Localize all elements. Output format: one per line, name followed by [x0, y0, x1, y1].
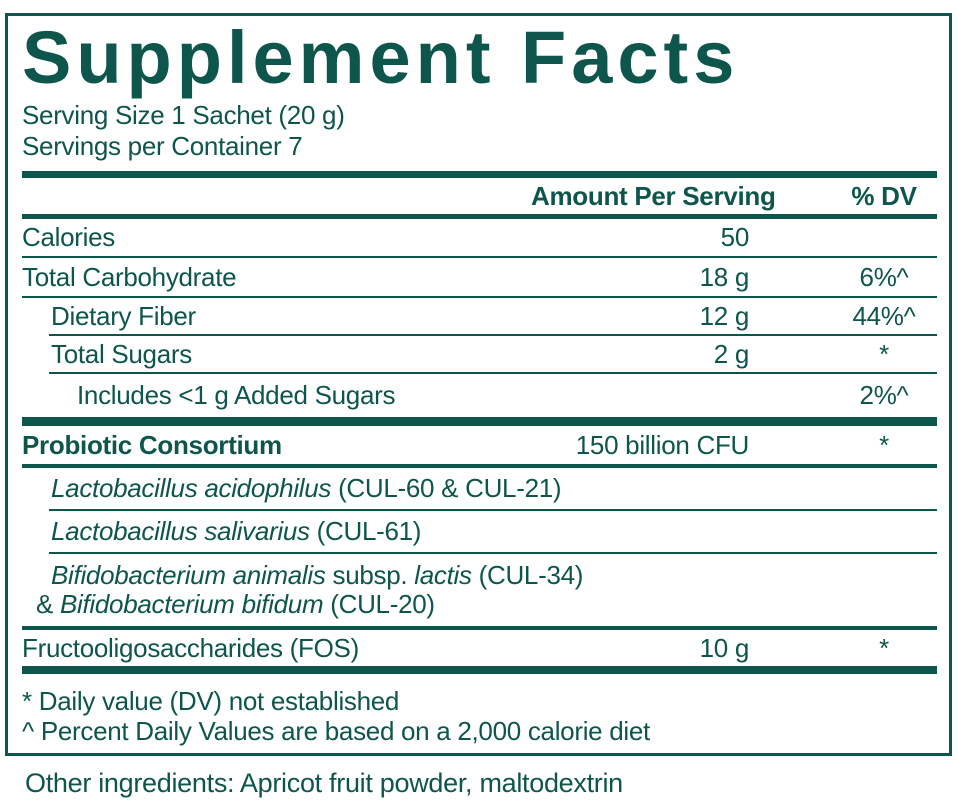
- strain-code: (CUL-34): [471, 560, 584, 590]
- amount-per-serving-header: Amount Per Serving: [531, 180, 776, 211]
- row-probiotic-consortium: Probiotic Consortium 150 billion CFU *: [22, 426, 937, 464]
- species-line-2: & Bifidobacterium bifidum (CUL-20): [22, 590, 583, 619]
- row-total-carbohydrate: Total Carbohydrate 18 g 6%^: [22, 258, 937, 296]
- row-label: Dietary Fiber: [51, 300, 196, 331]
- thick-separator-bottom: [22, 666, 937, 674]
- row-lactobacillus-salivarius: Lactobacillus salivarius (CUL-61): [22, 511, 937, 552]
- row-dietary-fiber: Dietary Fiber 12 g 44%^: [22, 298, 937, 334]
- subspecies-label: subsp.: [325, 560, 415, 590]
- species-name: Bifidobacterium animalis: [51, 560, 326, 590]
- species-name: Bifidobacterium bifidum: [59, 589, 324, 619]
- row-label: Lactobacillus salivarius (CUL-61): [22, 516, 531, 547]
- separator-medium: [22, 464, 937, 468]
- separator-thin: [22, 296, 937, 298]
- row-dv: *: [879, 338, 889, 369]
- row-added-sugars: Includes <1 g Added Sugars 2%^: [22, 374, 937, 417]
- footnote-dv-not-established: * Daily value (DV) not established: [22, 686, 400, 716]
- supplement-facts-panel: Supplement Facts Serving Size 1 Sachet (…: [5, 13, 952, 756]
- separator-thin: [22, 256, 937, 258]
- row-amount: 12 g: [699, 300, 750, 331]
- row-label: Lactobacillus acidophilus (CUL-60 & CUL-…: [22, 473, 562, 504]
- header-underline: [22, 214, 937, 219]
- separator-thin-indented: [49, 552, 937, 554]
- row-label: Fructooligosaccharides (FOS): [22, 632, 359, 663]
- table-header-row: Amount Per Serving % DV: [22, 178, 937, 214]
- separator-thin-indented: [49, 509, 937, 511]
- row-lactobacillus-acidophilus: Lactobacillus acidophilus (CUL-60 & CUL-…: [22, 468, 937, 509]
- supplement-facts-title: Supplement Facts: [22, 16, 740, 99]
- row-amount: 150 billion CFU: [575, 429, 750, 460]
- other-ingredients-line: Other ingredients: Apricot fruit powder,…: [25, 768, 623, 798]
- servings-per-container-line: Servings per Container 7: [22, 131, 303, 161]
- strain-code: (CUL-61): [309, 516, 422, 546]
- row-amount: 2 g: [713, 338, 750, 369]
- separator-thin-indented: [49, 334, 937, 336]
- row-label: Bifidobacterium animalis subsp. lactis (…: [22, 561, 583, 619]
- row-label: Probiotic Consortium: [22, 429, 282, 460]
- strain-code: (CUL-60 & CUL-21): [331, 473, 562, 503]
- strain-code: (CUL-20): [323, 589, 435, 619]
- species-name: Lactobacillus acidophilus: [51, 473, 332, 503]
- row-amount: 10 g: [699, 632, 750, 663]
- row-amount: 50: [720, 222, 750, 252]
- percent-dv-header: % DV: [851, 180, 917, 211]
- row-dv: 44%^: [852, 300, 916, 331]
- row-label: Includes <1 g Added Sugars: [77, 380, 396, 410]
- row-dv: 6%^: [859, 261, 909, 292]
- species-name: Lactobacillus salivarius: [51, 516, 310, 546]
- ampersand: &: [36, 589, 60, 619]
- row-dv: *: [879, 632, 889, 663]
- row-bifidobacterium: Bifidobacterium animalis subsp. lactis (…: [22, 554, 937, 626]
- thick-separator-top: [22, 171, 937, 178]
- row-total-sugars: Total Sugars 2 g *: [22, 336, 937, 372]
- row-label: Total Carbohydrate: [22, 261, 237, 292]
- serving-size-line: Serving Size 1 Sachet (20 g): [22, 100, 345, 130]
- separator-medium: [22, 626, 937, 630]
- separator-thin-indented: [49, 372, 937, 374]
- thick-separator-middle: [22, 417, 937, 426]
- species-line-1: Bifidobacterium animalis subsp. lactis (…: [22, 561, 583, 590]
- row-calories: Calories 50: [22, 219, 937, 256]
- row-fructooligosaccharides: Fructooligosaccharides (FOS) 10 g *: [22, 630, 937, 666]
- row-label: Total Sugars: [51, 338, 192, 369]
- footnote-percent-daily-values: ^ Percent Daily Values are based on a 2,…: [22, 716, 650, 746]
- subspecies-name: lactis: [414, 560, 472, 590]
- row-dv: *: [879, 429, 889, 460]
- row-dv: 2%^: [859, 380, 909, 410]
- row-amount: 18 g: [699, 261, 750, 292]
- row-label: Calories: [22, 222, 115, 252]
